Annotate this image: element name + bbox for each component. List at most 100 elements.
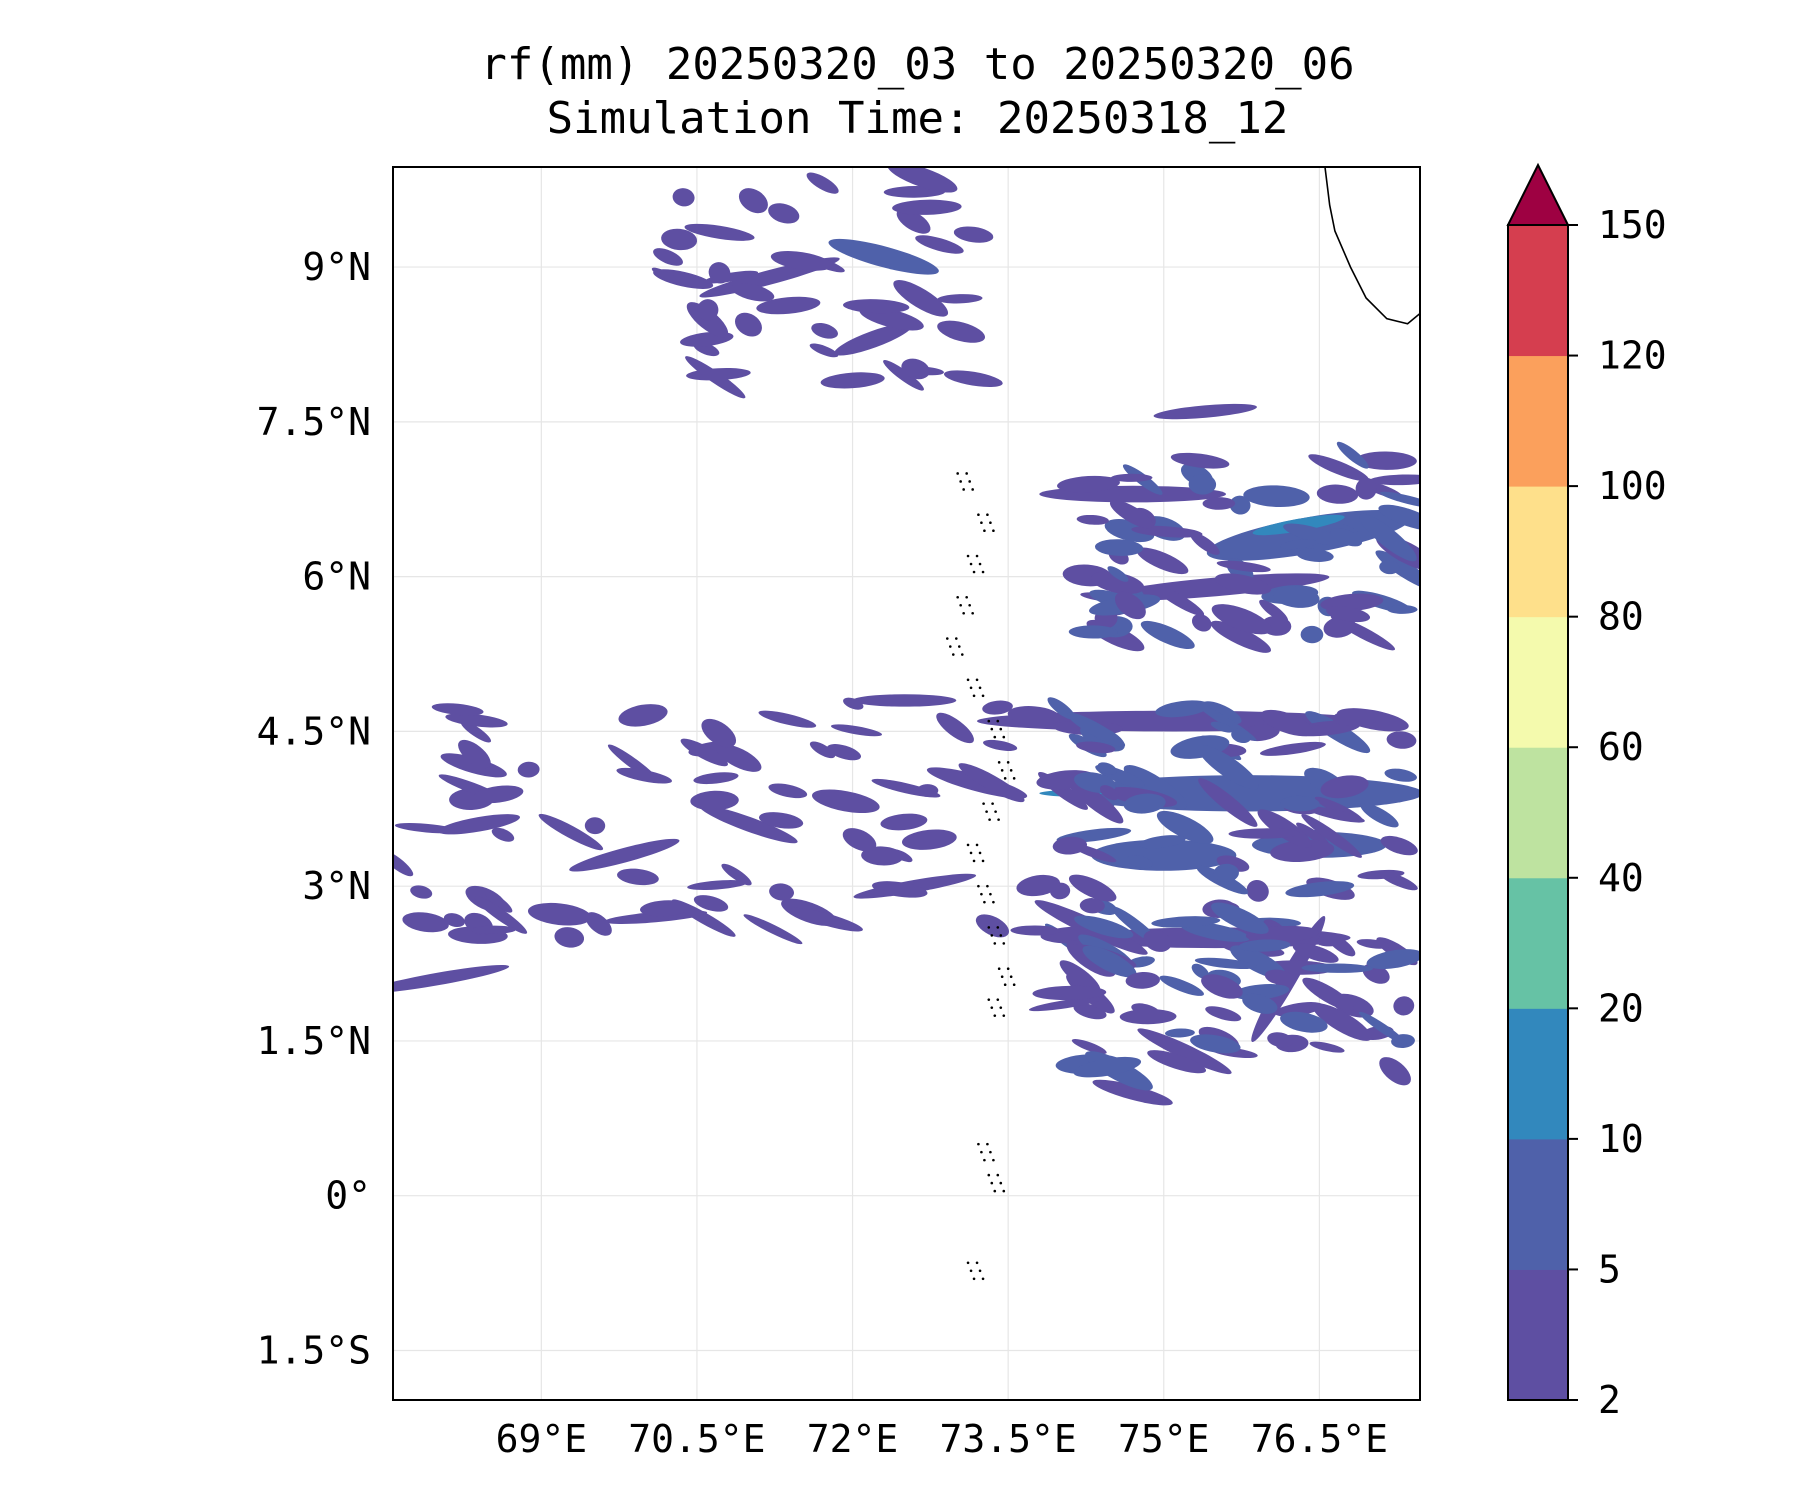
rainfall-cell <box>1068 625 1118 639</box>
island-dot <box>968 480 971 483</box>
rainfall-cell <box>1320 775 1369 799</box>
island-dot <box>1002 942 1006 945</box>
rainfall-cell <box>1330 527 1363 547</box>
rainfall-cell <box>651 267 683 286</box>
rainfall-cell <box>1010 925 1061 936</box>
rainfall-cell <box>756 296 821 315</box>
island-dot <box>969 686 973 690</box>
rainfall-cell <box>1379 560 1400 575</box>
rainfall-cell <box>1211 604 1272 635</box>
rainfall-cell <box>1296 822 1330 847</box>
island-dot <box>991 802 994 805</box>
rainfall-cell <box>1201 974 1243 999</box>
colorbar-segment <box>1508 486 1568 618</box>
rainfall-cell <box>473 785 524 804</box>
lat-tick-label: 7.5°N <box>257 400 371 444</box>
axis-ticks: 69°E 70.5°E 72°E 73.5°E 75°E 76.5°E 9°N 7.5°N 6°… <box>257 245 1388 1461</box>
rainfall-cell <box>1242 993 1278 1014</box>
rainfall-band <box>828 238 939 275</box>
rainfall-cell <box>1140 620 1195 650</box>
rainfall-cell <box>693 772 739 785</box>
rainfall-cell <box>1243 485 1310 508</box>
rainfall-cell <box>809 741 836 759</box>
rainfall-cell <box>1378 504 1420 531</box>
rainfall-cell <box>1384 768 1417 782</box>
rainfall-cell <box>1180 921 1250 942</box>
island-dot <box>966 1261 970 1265</box>
colorbar-label: 150 <box>1598 203 1667 247</box>
lon-tick-label: 73.5°E <box>940 1417 1077 1461</box>
colorbar-extend-arrow <box>1506 162 1570 226</box>
island-dot <box>996 1173 1000 1177</box>
rainfall-cell <box>1316 484 1359 504</box>
island-dot <box>977 884 980 888</box>
rainfall-cell <box>820 372 885 389</box>
rainfall-cell <box>690 790 739 811</box>
island-dot <box>972 859 976 863</box>
island-dot <box>989 1150 992 1154</box>
rainfall-contours <box>393 167 1420 1106</box>
rainfall-cell <box>527 902 592 926</box>
island-dot <box>989 892 992 896</box>
plot-frame <box>392 166 1421 1401</box>
rainfall-cell <box>769 883 794 901</box>
island-dot <box>965 595 968 599</box>
rainfall-cell <box>440 753 507 778</box>
rainfall-cell <box>1270 839 1335 863</box>
island-dot <box>992 1158 995 1162</box>
island-dot <box>999 934 1003 937</box>
rainfall-cell <box>1264 969 1295 986</box>
rainfall-cell <box>1028 996 1104 1012</box>
rainfall-cell <box>1302 977 1355 1011</box>
rainfall-cell <box>1312 1003 1372 1041</box>
island-dot <box>957 645 961 648</box>
island-dot <box>1006 967 1010 971</box>
rainfall-cell <box>1094 539 1144 556</box>
rainfall-cell <box>1164 1028 1195 1038</box>
rainfall-cell <box>474 896 528 934</box>
rainfall-cell <box>1356 939 1391 949</box>
rainfall-cell <box>1059 960 1101 993</box>
island-dot <box>993 942 997 945</box>
island-dot <box>975 843 979 847</box>
island-dot <box>971 488 974 491</box>
rainfall-cell <box>1366 949 1420 970</box>
rainfall-cell <box>1123 793 1166 814</box>
island-dot <box>951 653 955 656</box>
rainfall-cell <box>806 172 839 194</box>
rainfall-cell <box>883 360 924 391</box>
rainfall-cell <box>1280 539 1318 550</box>
rainfall-cell <box>1309 1041 1345 1053</box>
rainfall-cell <box>1201 701 1242 725</box>
rainfall-cell <box>887 167 958 193</box>
island-dot <box>983 1158 986 1162</box>
rainfall-cell <box>953 226 994 243</box>
rainfall-cell <box>1202 497 1236 510</box>
rainfall-cell <box>672 188 695 207</box>
rainfall-cell <box>1285 881 1355 898</box>
island-dot <box>971 611 974 615</box>
rainfall-cell <box>1198 745 1259 790</box>
island-dot <box>996 926 1000 929</box>
rainfall-cell <box>1375 550 1420 591</box>
rainfall-cell <box>538 813 604 851</box>
rainfall-cell <box>1125 972 1160 989</box>
rainfall-cell <box>1068 874 1117 902</box>
rainfall-band <box>1101 573 1330 601</box>
island-dot <box>992 900 995 904</box>
rainfall-cell <box>1283 523 1344 546</box>
rainfall-cell <box>880 813 928 831</box>
rainfall-cell <box>517 761 540 778</box>
rainfall-cell <box>1380 491 1420 509</box>
island-dot <box>993 735 997 739</box>
rainfall-cell <box>1194 957 1257 970</box>
rainfall-cell <box>1138 835 1186 849</box>
rainfall-cell <box>1238 939 1291 952</box>
lon-tick-label: 69°E <box>496 1417 588 1461</box>
rainfall-cell <box>1229 495 1251 515</box>
rainfall-cell <box>1076 514 1109 525</box>
island-dot <box>959 603 962 607</box>
island-dot <box>980 892 983 896</box>
island-dot <box>999 1181 1003 1185</box>
island-dot <box>997 818 1000 821</box>
